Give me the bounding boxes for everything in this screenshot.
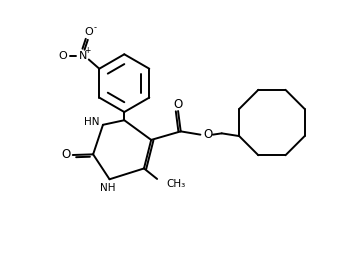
- Text: O: O: [59, 51, 68, 61]
- Text: HN: HN: [84, 117, 99, 127]
- Text: O: O: [174, 98, 183, 111]
- Text: O: O: [84, 27, 93, 37]
- Text: NH: NH: [100, 183, 116, 193]
- Text: CH₃: CH₃: [166, 179, 185, 189]
- Text: O: O: [62, 148, 71, 162]
- Text: -: -: [94, 24, 96, 32]
- Text: O: O: [203, 128, 212, 141]
- Text: +: +: [84, 46, 91, 55]
- Text: N: N: [79, 51, 87, 61]
